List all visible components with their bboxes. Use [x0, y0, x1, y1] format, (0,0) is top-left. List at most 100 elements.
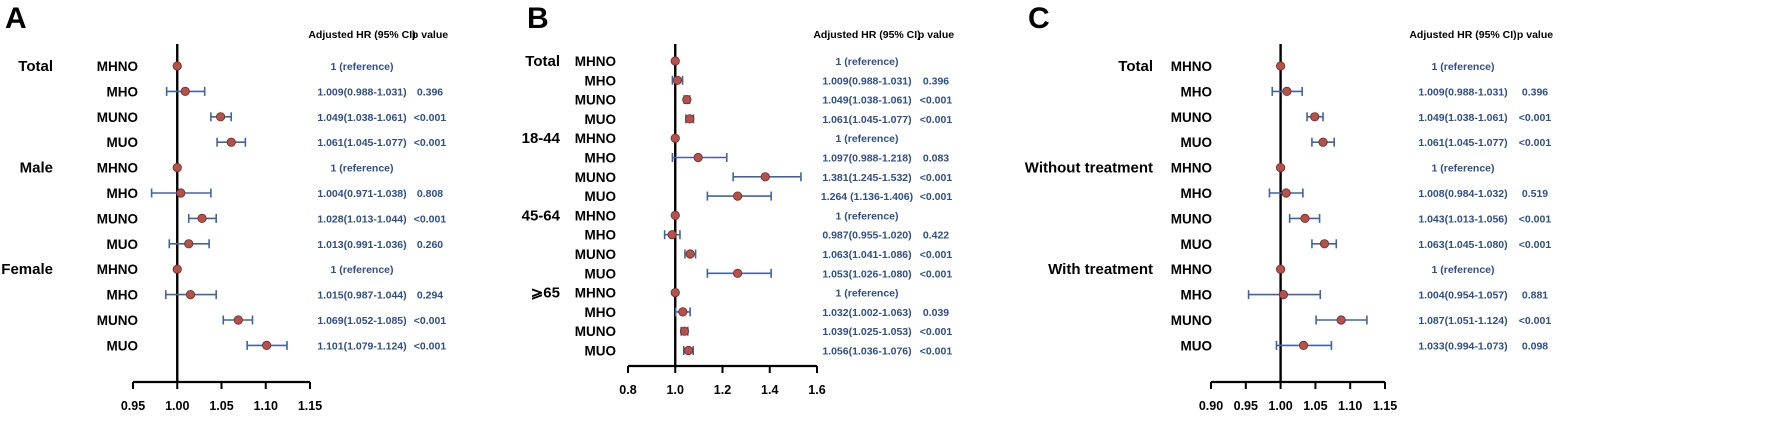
category-label: MHNO — [97, 262, 138, 277]
category-label: MHNO — [575, 208, 616, 223]
panel-letter: B — [527, 2, 549, 35]
x-tick-label: 1.00 — [165, 399, 189, 413]
category-label: MUO — [585, 112, 617, 127]
hr-point — [226, 137, 236, 147]
group-label: 18-44 — [522, 130, 561, 147]
x-tick-label: 0.8 — [619, 383, 636, 397]
p-value: 0.039 — [923, 307, 949, 319]
category-label: MHNO — [575, 54, 616, 69]
category-label: MHO — [107, 288, 139, 303]
hr-value: 1 (reference) — [835, 210, 898, 222]
category-label: MHO — [1181, 186, 1213, 201]
hr-point — [172, 264, 182, 274]
p-value: 0.294 — [417, 290, 443, 302]
p-value: 0.519 — [1522, 188, 1548, 200]
hr-value: 1.063(1.041-1.086) — [822, 249, 911, 261]
hr-value: 1.056(1.036-1.076) — [822, 346, 911, 358]
category-label: MHO — [1181, 84, 1213, 99]
category-label: MUO — [107, 237, 139, 252]
p-value: 0.396 — [1522, 86, 1548, 98]
group-label: 45-64 — [522, 207, 561, 224]
group-label: Male — [20, 160, 53, 177]
category-label: MUO — [1181, 135, 1213, 150]
category-label: MUNO — [97, 313, 138, 328]
group-label: Female — [1, 261, 53, 278]
hr-value: 1.053(1.026-1.080) — [822, 268, 911, 280]
p-value: <0.001 — [414, 315, 447, 327]
panel-A: A Adjusted HR (95% CI)p value 0.95 1.00 1.05… — [1, 2, 448, 413]
hr-point — [176, 188, 186, 198]
hr-value: 1.039(1.025-1.053) — [822, 326, 911, 338]
p-value: <0.001 — [920, 191, 953, 203]
hr-value: 1.061(1.045-1.077) — [1418, 137, 1507, 149]
x-tick-label: 1.15 — [298, 399, 322, 413]
p-value: <0.001 — [1519, 137, 1552, 149]
category-label: MUO — [1181, 237, 1213, 252]
hr-value: 1 (reference) — [1431, 61, 1494, 73]
hr-value: 1.004(0.971-1.038) — [317, 188, 406, 200]
hr-value: 1.033(0.994-1.073) — [1418, 340, 1507, 352]
category-label: MUNO — [575, 170, 616, 185]
x-tick-label: 1.0 — [667, 383, 684, 397]
p-value: 0.260 — [417, 239, 443, 251]
category-label: MUO — [585, 266, 617, 281]
hr-value: 1.049(1.038-1.061) — [822, 95, 911, 107]
p-column-header: p value — [1517, 29, 1553, 41]
hr-value: 1.043(1.013-1.056) — [1418, 213, 1507, 225]
x-tick-label: 0.90 — [1199, 399, 1223, 413]
hr-point — [685, 249, 695, 259]
category-label: MUNO — [97, 211, 138, 226]
hr-point — [670, 210, 680, 220]
p-value: <0.001 — [1519, 239, 1552, 251]
p-value: 0.396 — [417, 86, 443, 98]
category-label: MHNO — [1171, 59, 1212, 74]
hr-value: 1.097(0.988-1.218) — [822, 153, 911, 165]
category-label: MUNO — [1171, 110, 1212, 125]
hr-value: 1.008(0.984-1.032) — [1418, 188, 1507, 200]
p-value: 0.422 — [923, 230, 949, 242]
hr-value: 1 (reference) — [835, 288, 898, 300]
p-value: 0.396 — [923, 75, 949, 87]
x-tick-label: 1.10 — [254, 399, 278, 413]
hr-value: 1.028(1.013-1.044) — [317, 213, 406, 225]
p-value: <0.001 — [920, 268, 953, 280]
category-label: MHNO — [97, 161, 138, 176]
hr-value: 0.987(0.955-1.020) — [822, 230, 911, 242]
hr-point — [1276, 163, 1286, 173]
hr-point — [172, 163, 182, 173]
hr-point — [1278, 289, 1288, 300]
category-label: MHO — [1181, 288, 1213, 303]
x-tick-label: 1.4 — [761, 383, 778, 397]
category-label: MHO — [585, 305, 617, 320]
hr-point — [1319, 239, 1330, 249]
group-label: With treatment — [1048, 261, 1153, 278]
hr-point — [197, 213, 207, 223]
hr-value: 1.049(1.038-1.061) — [1418, 112, 1507, 124]
hr-value: 1.013(0.991-1.036) — [317, 239, 406, 251]
hr-point — [1276, 61, 1286, 71]
hr-value: 1.087(1.051-1.124) — [1418, 315, 1507, 327]
x-tick-label: 1.2 — [714, 383, 731, 397]
hr-value: 1.264 (1.136-1.406) — [821, 191, 913, 203]
hr-value: 1.101(1.079-1.124) — [317, 340, 406, 352]
p-value: <0.001 — [1519, 112, 1552, 124]
p-value: <0.001 — [920, 326, 953, 338]
hr-value: 1.032(1.002-1.063) — [822, 307, 911, 319]
hr-value: 1.381(1.245-1.532) — [822, 172, 911, 184]
x-tick-label: 1.00 — [1268, 399, 1292, 413]
hr-point — [693, 152, 703, 163]
hr-value: 1 (reference) — [1431, 163, 1494, 175]
x-tick-label: 1.05 — [1303, 399, 1327, 413]
p-value: 0.808 — [417, 188, 443, 200]
hr-point — [1310, 112, 1320, 122]
hr-point — [678, 307, 688, 317]
hr-value: 1.069(1.052-1.085) — [317, 315, 406, 327]
category-label: MUNO — [575, 93, 616, 108]
category-label: MHNO — [1171, 161, 1212, 176]
p-value: <0.001 — [1519, 213, 1552, 225]
p-value: 0.083 — [923, 153, 949, 165]
category-label: MUNO — [1171, 313, 1212, 328]
x-tick-label: 1.10 — [1338, 399, 1362, 413]
p-value: <0.001 — [920, 95, 953, 107]
hr-point — [1336, 315, 1346, 325]
